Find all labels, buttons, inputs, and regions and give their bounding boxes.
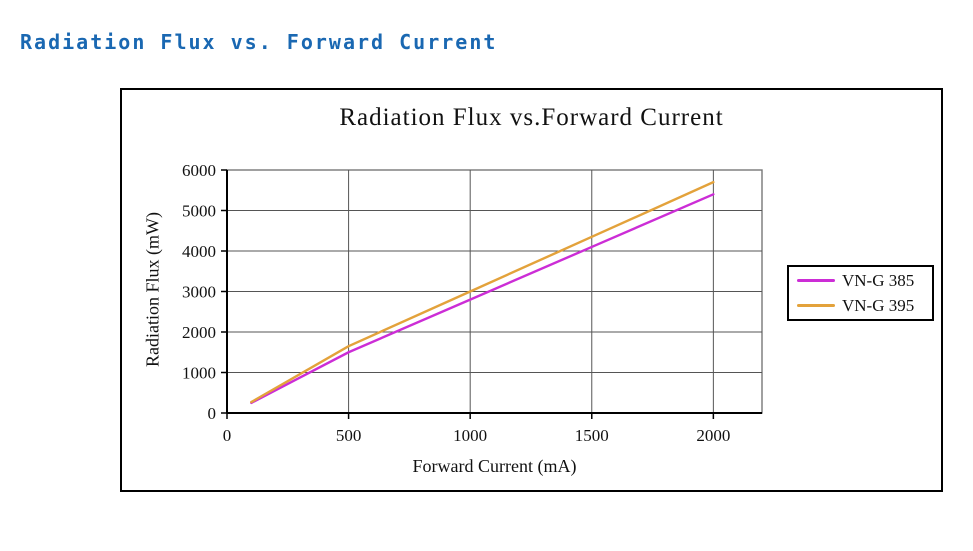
- x-tick-label-1500: 1500: [575, 426, 609, 445]
- y-tick-label-0: 0: [208, 404, 217, 423]
- y-tick-label-1000: 1000: [182, 364, 216, 383]
- legend-swatch-vng385: [797, 279, 835, 282]
- x-axis-title: Forward Current (mA): [412, 456, 577, 476]
- y-tick-label-4000: 4000: [182, 242, 216, 261]
- plot-area: 0 500 1000 1500 2000 0 1000 2000 3000 4000 5000 600…: [182, 161, 763, 445]
- legend-label-vng395: VN-G 395: [842, 295, 915, 315]
- y-tick-label-5000: 5000: [182, 202, 216, 221]
- x-tick-label-0: 0: [223, 426, 232, 445]
- y-tick-label-6000: 6000: [182, 161, 216, 180]
- chart-title: Radiation Flux vs.Forward Current: [339, 104, 724, 131]
- x-tick-label-500: 500: [336, 426, 362, 445]
- chart-frame: Radiation Flux vs.Forward Current Radiat…: [120, 88, 943, 492]
- y-tick-label-3000: 3000: [182, 283, 216, 302]
- legend-item-vng385: VN-G 385: [797, 271, 932, 291]
- page-title: Radiation Flux vs. Forward Current: [20, 30, 498, 54]
- legend-swatch-vng395: [797, 304, 835, 307]
- y-tick-label-2000: 2000: [182, 323, 216, 342]
- legend: VN-G 385 VN-G 395: [787, 265, 934, 321]
- legend-label-vng385: VN-G 385: [842, 270, 915, 290]
- x-tick-label-2000: 2000: [696, 426, 730, 445]
- legend-item-vng395: VN-G 395: [797, 296, 932, 316]
- series-line-vn-g-395: [250, 180, 715, 404]
- series-line-vn-g-385: [250, 193, 715, 405]
- x-tick-label-1000: 1000: [453, 426, 487, 445]
